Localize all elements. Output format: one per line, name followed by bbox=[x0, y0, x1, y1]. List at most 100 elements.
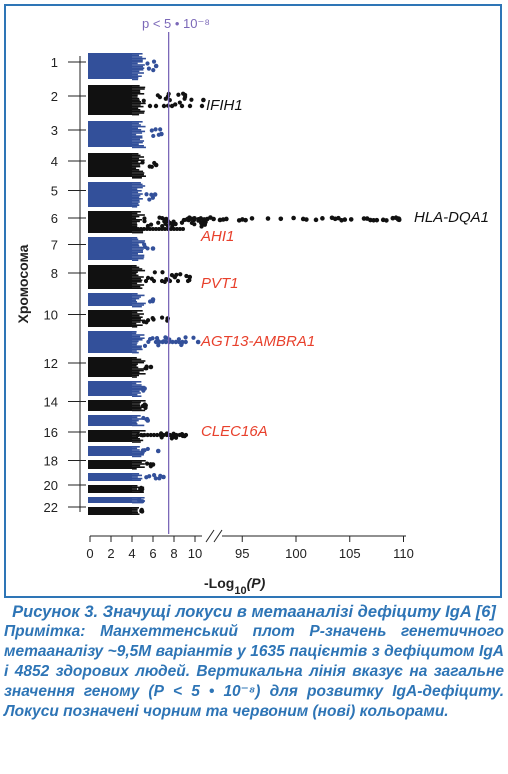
chr-edge-5 bbox=[132, 199, 140, 202]
pvt1-tail-point bbox=[185, 278, 191, 284]
snp-point bbox=[149, 128, 154, 133]
chr-edge-4 bbox=[132, 175, 146, 177]
chr-edge-5 bbox=[132, 196, 140, 198]
chr-band-5 bbox=[88, 182, 132, 207]
agt13-tail-point bbox=[163, 339, 169, 345]
ahi1-tail-point bbox=[142, 227, 146, 231]
chr-edge-14 bbox=[132, 400, 146, 402]
chr-edge-8 bbox=[132, 287, 143, 289]
chr-edge-13 bbox=[132, 381, 142, 383]
snp-point bbox=[164, 216, 169, 221]
hla-tail-point bbox=[291, 215, 296, 221]
clec16a-tail-point bbox=[171, 432, 176, 438]
chr-edge-21 bbox=[132, 497, 145, 499]
ahi1-tail-point bbox=[145, 227, 149, 231]
chr-edge-16 bbox=[132, 438, 140, 440]
ifih1-tail-point bbox=[187, 103, 193, 109]
chr-edge-10 bbox=[132, 319, 146, 322]
chr-edge-4 bbox=[132, 165, 141, 168]
chr-band-13 bbox=[88, 381, 132, 396]
hla-tail-point bbox=[243, 217, 248, 223]
chr-edge-7 bbox=[132, 259, 139, 261]
x-tick-label-8: 8 bbox=[170, 546, 177, 561]
hla-tail-point bbox=[265, 216, 271, 221]
clec16a-tail-point bbox=[183, 432, 189, 438]
chr-edge-10 bbox=[132, 324, 143, 326]
snp-point bbox=[192, 222, 197, 227]
chr-edge-22 bbox=[132, 510, 138, 512]
pvt1-tail-point bbox=[159, 278, 165, 284]
chr-band-10 bbox=[88, 310, 132, 327]
y-tick-label-5: 5 bbox=[51, 184, 58, 199]
x-tick-label-4: 4 bbox=[128, 546, 135, 561]
snp-point bbox=[142, 219, 147, 224]
y-tick-label-14: 14 bbox=[44, 395, 58, 410]
threshold-label: p < 5 • 10⁻⁸ bbox=[142, 16, 210, 31]
ahi1-tail-point bbox=[133, 227, 137, 231]
chr-band-19 bbox=[88, 473, 132, 481]
snp-point bbox=[169, 436, 174, 441]
chr-edge-4 bbox=[132, 169, 140, 171]
snp-point bbox=[165, 103, 171, 108]
chr-edge-3 bbox=[132, 146, 146, 149]
chr-edge-6 bbox=[132, 223, 138, 226]
y-axis-title: Хромосома bbox=[15, 244, 31, 323]
lead-snp-point bbox=[150, 246, 156, 251]
chr-edge-1 bbox=[132, 67, 145, 69]
chr-edge-9 bbox=[132, 297, 140, 300]
snp-point bbox=[160, 270, 165, 275]
chr-edge-1 bbox=[132, 77, 139, 79]
chr-edge-20 bbox=[132, 485, 138, 487]
snp-point bbox=[157, 95, 163, 100]
chr-edge-16 bbox=[132, 430, 146, 432]
chr-edge-8 bbox=[132, 276, 144, 278]
chr-edge-13 bbox=[132, 384, 142, 386]
chr-edge-6 bbox=[132, 217, 137, 219]
chr-edge-8 bbox=[132, 282, 138, 285]
chr-edge-3 bbox=[132, 145, 144, 147]
chr-edge-16 bbox=[132, 431, 140, 434]
chr-edge-14 bbox=[132, 409, 146, 412]
chr-edge-19 bbox=[132, 477, 143, 480]
chr-edge-8 bbox=[132, 285, 141, 288]
figure-frame: p < 5 • 10⁻⁸ 1 2 3 4 5 6 7 8 10 12 14 16 18 20 22 Хромос… bbox=[4, 4, 502, 598]
agt13-tail-point bbox=[160, 339, 165, 345]
chr-edge-7 bbox=[132, 243, 139, 245]
hla-tail-point bbox=[278, 216, 284, 222]
chr-edge-3 bbox=[132, 133, 137, 136]
chr-edge-3 bbox=[132, 138, 140, 141]
ahi1-tail-point bbox=[163, 227, 167, 231]
chr-edge-3 bbox=[132, 129, 142, 131]
chr-edge-5 bbox=[132, 182, 141, 184]
chr-band-12 bbox=[88, 357, 132, 377]
chr-edge-3 bbox=[132, 125, 146, 128]
chr-edge-13 bbox=[132, 385, 145, 388]
chr-edge-11 bbox=[132, 337, 145, 339]
chr-edge-1 bbox=[132, 70, 140, 73]
snp-point bbox=[145, 223, 150, 229]
chr-edge-5 bbox=[132, 190, 142, 192]
caption-note: Примітка: Манхеттенський плот Р-значень … bbox=[4, 623, 504, 720]
chr-edge-1 bbox=[132, 54, 140, 57]
chr-edge-22 bbox=[132, 513, 140, 515]
chr-edge-7 bbox=[132, 249, 143, 252]
chr-edge-15 bbox=[132, 424, 145, 427]
chr-edge-8 bbox=[132, 284, 145, 286]
chr-edge-12 bbox=[132, 361, 145, 364]
lead-snp-point bbox=[153, 63, 159, 69]
chr-edge-21 bbox=[132, 498, 139, 501]
chr-edge-17 bbox=[132, 446, 140, 448]
chr-edge-9 bbox=[132, 305, 142, 308]
chr-edge-18 bbox=[132, 464, 141, 467]
chr-edge-16 bbox=[132, 441, 141, 443]
chr-edge-9 bbox=[132, 304, 145, 306]
chr-edge-3 bbox=[132, 132, 143, 134]
chr-edge-9 bbox=[132, 301, 138, 303]
ifih1-tail-point bbox=[153, 103, 159, 109]
chr-edge-9 bbox=[132, 294, 145, 297]
snp-point bbox=[174, 272, 179, 277]
ahi1-tail-point bbox=[130, 227, 134, 231]
chr-edge-8 bbox=[132, 271, 138, 273]
ahi1-tail-point bbox=[148, 227, 152, 231]
chr-edge-17 bbox=[132, 447, 138, 450]
